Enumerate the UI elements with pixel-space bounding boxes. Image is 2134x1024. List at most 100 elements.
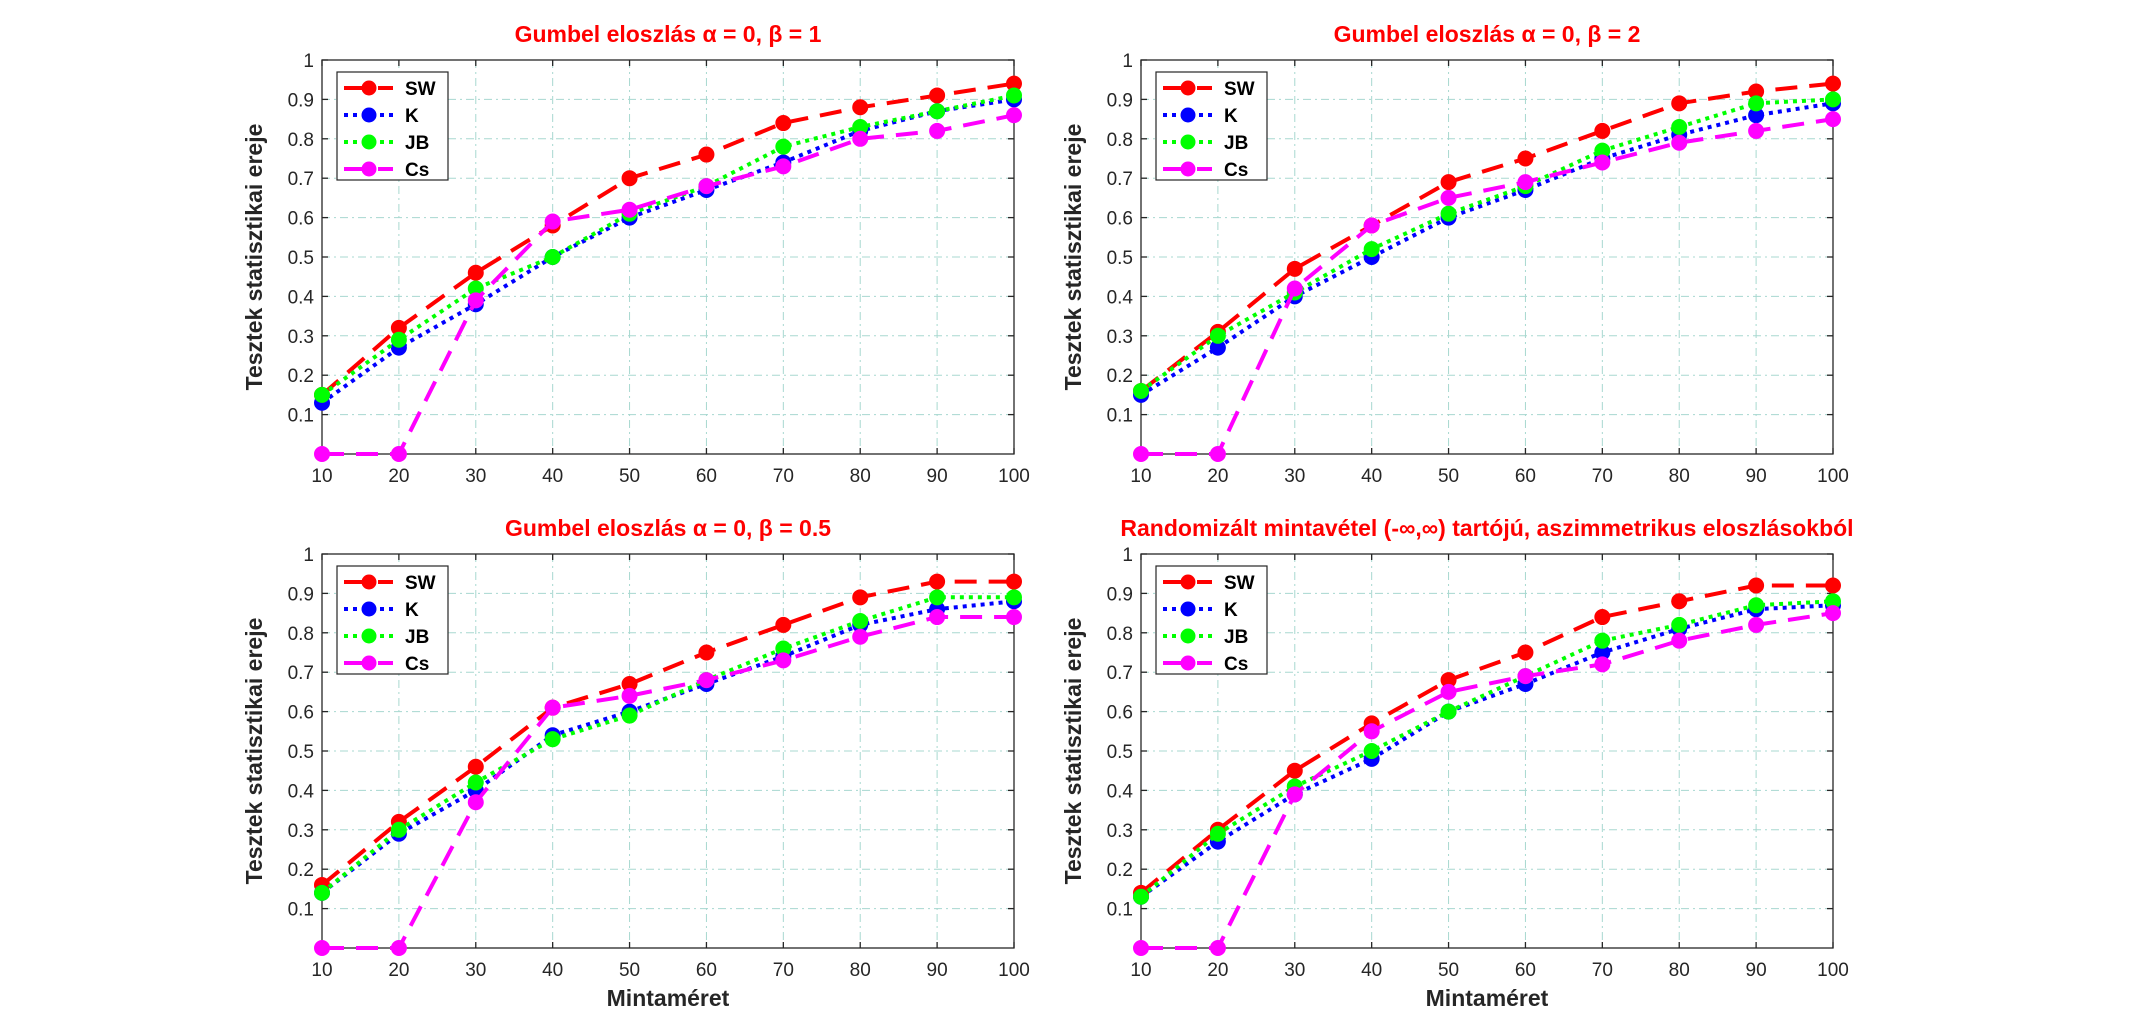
x-tick-label: 20: [388, 466, 409, 487]
data-point-cs: [1286, 280, 1303, 297]
series-line-sw: [320, 81, 1015, 397]
legend-marker-cs: [1180, 161, 1196, 177]
data-point-cs: [621, 687, 638, 704]
legend-label-k: K: [1224, 106, 1238, 127]
y-tick-label: 0.1: [288, 406, 314, 427]
data-point-jb: [544, 249, 561, 265]
y-tick-label: 0.4: [288, 781, 315, 802]
data-point-cs: [467, 794, 484, 811]
data-point-jb: [852, 612, 869, 629]
x-tick-label: 10: [311, 960, 332, 981]
data-point-cs: [1363, 217, 1380, 234]
data-point-jb: [929, 103, 946, 120]
data-point-cs: [390, 446, 407, 462]
legend-label-sw: SW: [1224, 573, 1255, 594]
x-tick-label: 90: [1746, 466, 1767, 487]
data-point-cs: [1748, 616, 1765, 633]
legend-label-jb: JB: [405, 627, 429, 648]
data-point-cs: [1209, 446, 1226, 462]
x-tick-label: 100: [998, 960, 1030, 981]
y-axis-label: Tesztek statisztikai ereje: [241, 124, 267, 391]
legend-marker-cs: [361, 161, 377, 177]
data-point-cs: [1440, 683, 1457, 700]
y-tick-label: 1: [1122, 51, 1133, 72]
legend-marker-jb: [1180, 628, 1196, 644]
y-tick-label: 0.5: [288, 742, 314, 763]
data-point-cs: [1006, 107, 1022, 124]
data-point-sw: [1748, 577, 1765, 594]
data-point-sw: [1825, 75, 1841, 92]
x-tick-label: 40: [1361, 466, 1382, 487]
y-tick-label: 1: [1122, 545, 1133, 566]
data-point-cs: [1209, 940, 1226, 956]
data-point-jb: [1748, 597, 1765, 614]
y-tick-label: 0.6: [288, 703, 314, 724]
data-point-sw: [1286, 762, 1303, 779]
y-tick-label: 0.9: [1107, 584, 1133, 605]
y-tick-label: 0.5: [1107, 742, 1133, 763]
y-tick-label: 0.6: [1107, 209, 1133, 230]
data-point-cs: [621, 201, 638, 218]
legend-label-k: K: [405, 106, 419, 127]
data-point-sw: [467, 264, 484, 281]
series-line-sw: [320, 579, 1014, 887]
y-tick-label: 0.9: [288, 584, 314, 605]
legend-label-sw: SW: [1224, 79, 1255, 100]
data-point-jb: [1594, 632, 1611, 649]
data-point-sw: [1440, 174, 1457, 191]
series-line-jb: [1139, 599, 1834, 899]
data-point-cs: [1133, 940, 1149, 956]
legend-marker-sw: [361, 80, 377, 96]
x-tick-label: 60: [1515, 466, 1536, 487]
data-point-jb: [1006, 87, 1022, 104]
y-tick-label: 0.2: [1107, 860, 1133, 881]
data-point-sw: [852, 99, 869, 116]
data-point-cs: [1006, 609, 1022, 626]
data-point-cs: [775, 158, 792, 175]
data-point-cs: [314, 940, 330, 956]
y-axis-label: Tesztek statisztikai ereje: [1060, 618, 1086, 885]
data-point-cs: [1133, 446, 1149, 462]
data-point-cs: [929, 609, 946, 626]
y-tick-label: 0.9: [288, 90, 314, 111]
legend-marker-k: [361, 107, 377, 123]
data-point-cs: [698, 178, 715, 195]
y-tick-label: 0.8: [288, 624, 314, 645]
x-tick-label: 60: [696, 466, 717, 487]
x-tick-label: 10: [1130, 960, 1151, 981]
y-tick-label: 0.2: [288, 860, 314, 881]
x-tick-label: 90: [927, 466, 948, 487]
legend-marker-k: [361, 601, 377, 617]
legend-label-k: K: [1224, 600, 1238, 621]
legend-label-sw: SW: [405, 573, 436, 594]
data-point-jb: [1006, 589, 1022, 606]
data-point-cs: [544, 699, 561, 716]
x-tick-label: 70: [773, 466, 794, 487]
y-tick-label: 0.3: [288, 821, 314, 842]
y-tick-label: 0.5: [288, 248, 314, 269]
data-point-sw: [621, 170, 638, 187]
data-point-cs: [1363, 723, 1380, 740]
series-line-k: [1139, 101, 1834, 397]
data-point-jb: [390, 821, 407, 838]
x-tick-label: 100: [1817, 466, 1849, 487]
data-point-jb: [1133, 382, 1149, 399]
y-tick-label: 0.3: [1107, 327, 1133, 348]
data-point-sw: [1006, 573, 1022, 590]
x-tick-label: 80: [1669, 960, 1690, 981]
series-line-jb: [1139, 97, 1834, 393]
x-tick-label: 10: [311, 466, 332, 487]
data-point-sw: [698, 146, 715, 163]
data-point-jb: [1440, 703, 1457, 720]
data-point-sw: [1517, 644, 1534, 661]
legend-marker-cs: [361, 655, 377, 671]
data-point-sw: [467, 758, 484, 775]
data-point-cs: [852, 130, 869, 147]
x-axis-label: Mintaméret: [1426, 985, 1549, 1011]
data-point-jb: [621, 707, 638, 724]
x-tick-label: 90: [1746, 960, 1767, 981]
x-tick-label: 80: [1669, 466, 1690, 487]
data-point-cs: [314, 446, 330, 462]
y-tick-label: 0.4: [1107, 287, 1134, 308]
chart-title: Gumbel eloszlás α = 0, β = 1: [515, 21, 822, 47]
